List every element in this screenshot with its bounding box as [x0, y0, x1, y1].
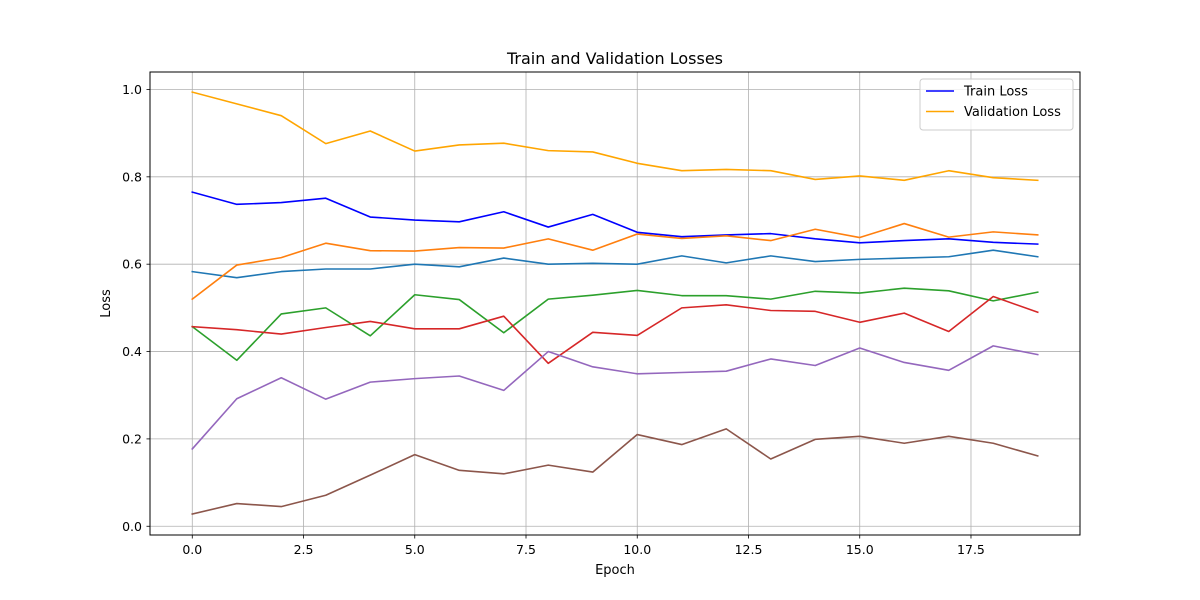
y-axis-ticks: 0.0 0.2 0.4 0.6 0.8 1.0	[122, 82, 150, 534]
x-tick-label: 7.5	[516, 542, 536, 557]
x-tick-label: 12.5	[735, 542, 763, 557]
grid-lines	[150, 72, 1080, 535]
legend: Train Loss Validation Loss	[919, 78, 1074, 131]
series-line-1	[191, 91, 1039, 182]
x-axis-ticks: 0.0 2.5 5.0 7.5 10.0 12.5 15.0 17.5	[182, 535, 985, 557]
y-tick-label: 0.2	[122, 431, 142, 446]
x-tick-label: 0.0	[182, 542, 202, 557]
series-line-7	[191, 428, 1039, 515]
x-tick-label: 2.5	[294, 542, 314, 557]
legend-label: Validation Loss	[964, 105, 1061, 120]
series-line-5	[191, 295, 1039, 365]
y-tick-label: 0.0	[122, 519, 142, 534]
series-line-2	[191, 249, 1039, 279]
y-tick-label: 0.4	[122, 344, 142, 359]
x-axis-label: Epoch	[595, 563, 635, 578]
y-tick-label: 0.8	[122, 169, 142, 184]
y-tick-label: 0.6	[122, 257, 142, 272]
series-line-6	[191, 345, 1039, 451]
y-tick-label: 1.0	[122, 82, 142, 97]
x-tick-label: 10.0	[623, 542, 651, 557]
y-axis-label: Loss	[99, 289, 114, 318]
series-line-3	[191, 222, 1039, 301]
series-line-4	[191, 287, 1039, 362]
chart-title: Train and Validation Losses	[506, 49, 723, 68]
x-tick-label: 17.5	[957, 542, 985, 557]
legend-label: Train Loss	[963, 85, 1028, 100]
series-line-0	[191, 191, 1039, 245]
x-tick-label: 15.0	[846, 542, 874, 557]
series-lines	[191, 91, 1039, 515]
x-tick-label: 5.0	[405, 542, 425, 557]
plot-frame	[149, 71, 1081, 536]
legend-box	[919, 78, 1074, 131]
